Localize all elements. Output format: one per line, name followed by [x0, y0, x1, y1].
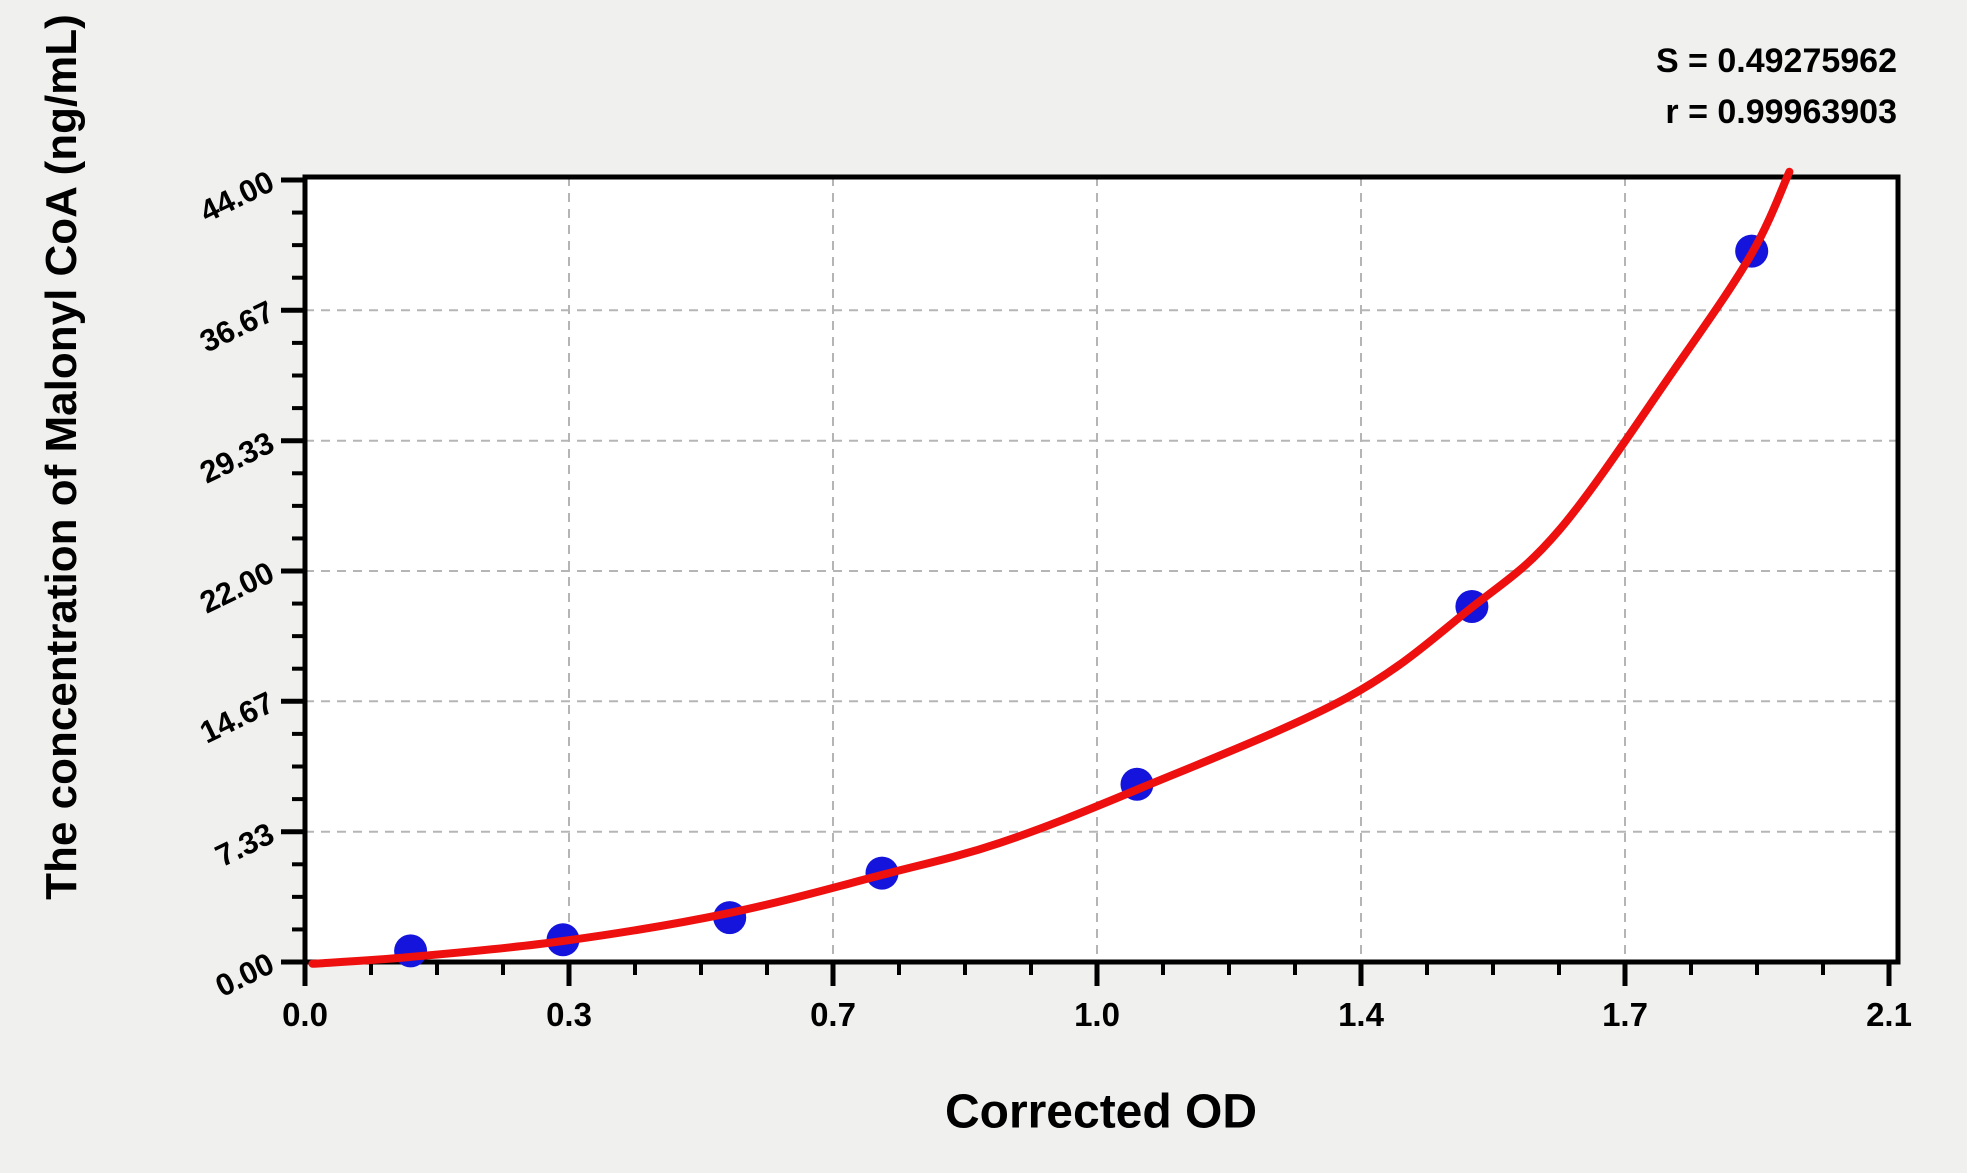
x-tick-label: 1.4: [1338, 996, 1384, 1033]
plot-background: [305, 177, 1898, 962]
fit-r-value: r = 0.99963903: [1665, 93, 1897, 131]
x-tick-label: 0.3: [546, 996, 592, 1033]
y-axis-title: The concentration of Malonyl CoA (ng/mL): [37, 14, 86, 900]
plot-border: [302, 174, 1901, 965]
fit-statistics: S = 0.49275962 r = 0.99963903: [1656, 36, 1897, 138]
x-tick-label: 0.0: [282, 996, 328, 1033]
fit-s-value: S = 0.49275962: [1655, 42, 1897, 80]
x-tick-label: 2.1: [1866, 996, 1912, 1033]
x-tick-label: 0.7: [810, 996, 856, 1033]
x-tick-label: 1.7: [1602, 996, 1648, 1033]
fitted-curve: [308, 167, 1794, 968]
x-tick-label: 1.0: [1074, 996, 1120, 1033]
data-point: [394, 934, 428, 968]
x-axis-title: Corrected OD: [944, 1085, 1258, 1139]
